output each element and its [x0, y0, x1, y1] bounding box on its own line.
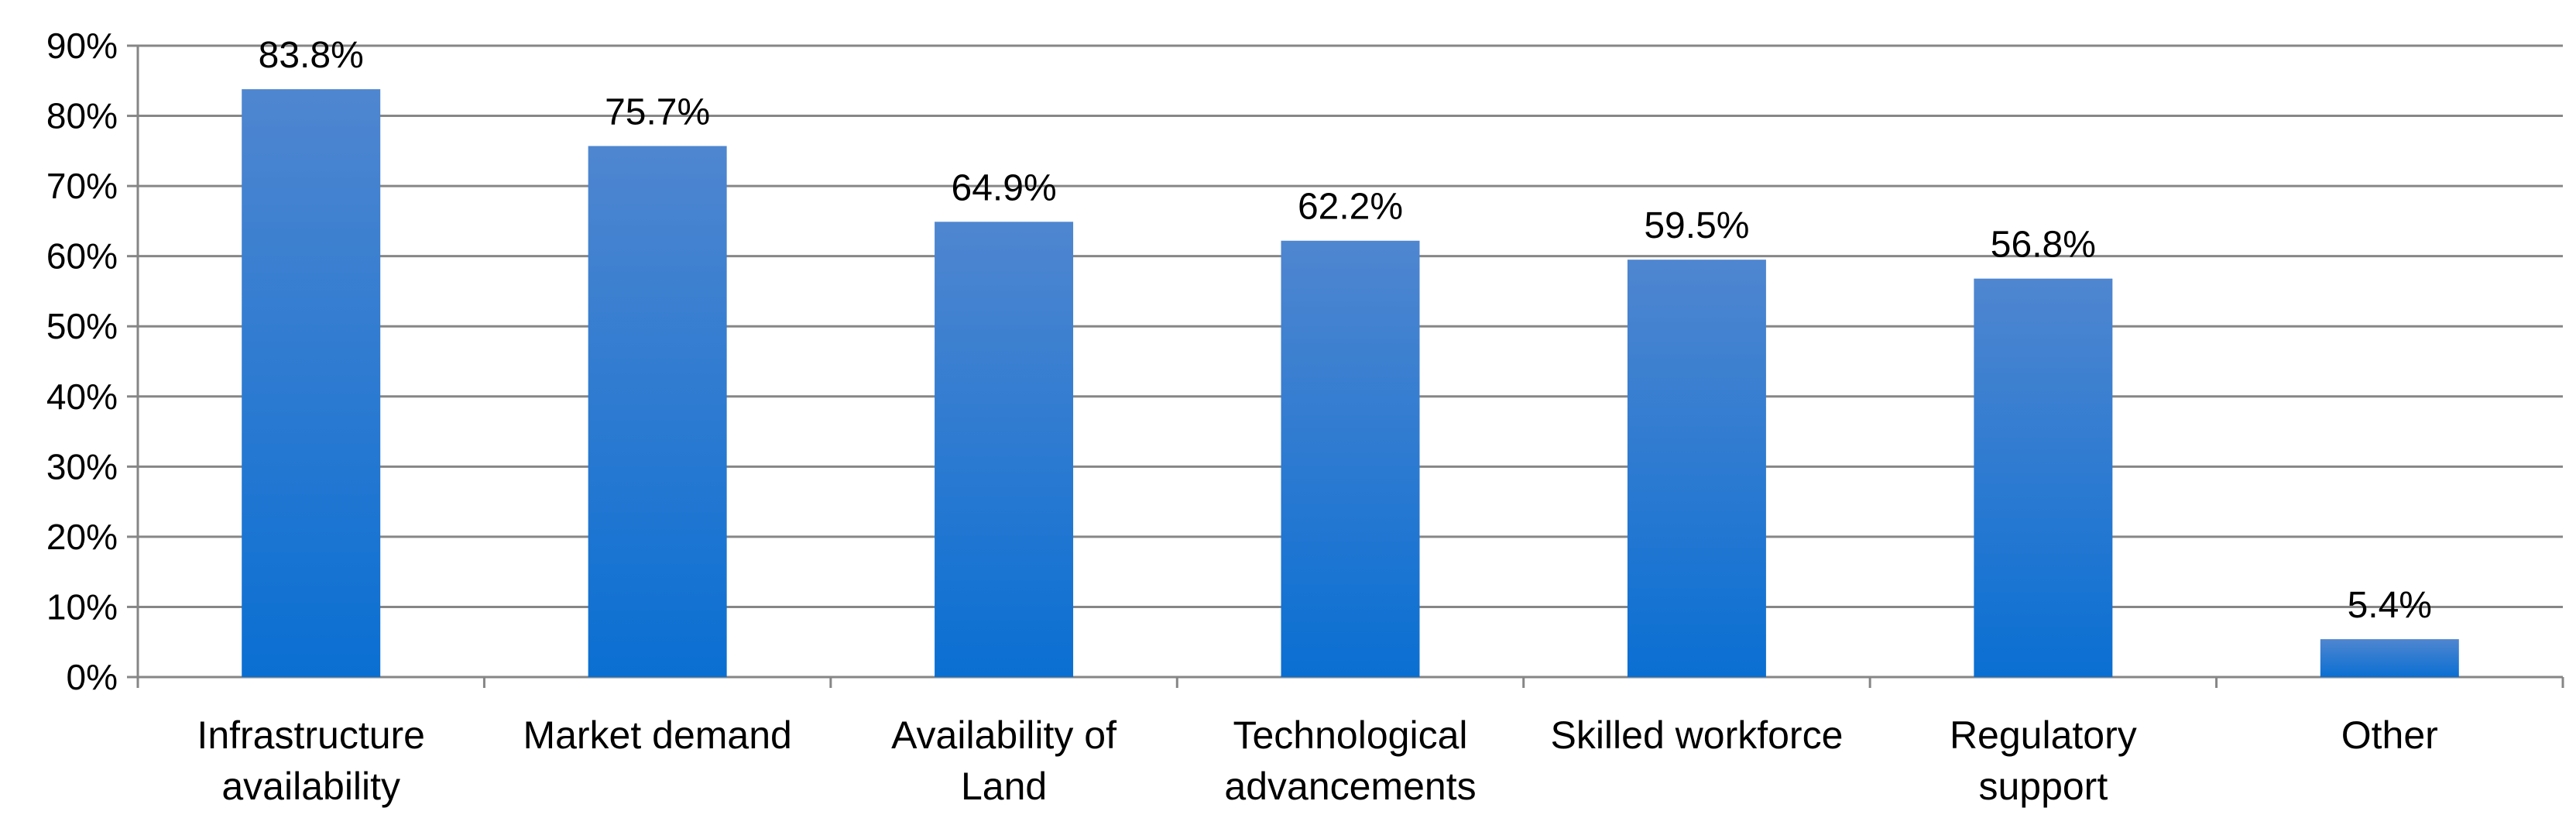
- x-category-label-line: advancements: [1224, 765, 1476, 808]
- bar: [1627, 260, 1766, 677]
- y-tick-label: 90%: [46, 26, 118, 66]
- x-category-label-line: Other: [2341, 713, 2438, 757]
- y-tick-label: 20%: [46, 517, 118, 557]
- x-category-label: Market demand: [523, 713, 791, 757]
- x-category-label-line: Technological: [1233, 713, 1468, 757]
- x-category-label: Availability of Land: [891, 713, 1116, 808]
- bar: [935, 222, 1074, 677]
- y-tick-label: 30%: [46, 446, 118, 486]
- bar: [242, 89, 381, 677]
- y-tick-label: 70%: [46, 166, 118, 206]
- x-category-label-line: Skilled workforce: [1550, 713, 1843, 757]
- data-label: 62.2%: [1298, 187, 1403, 228]
- data-label: 56.8%: [1991, 225, 2096, 266]
- bar: [1281, 240, 1420, 677]
- bar: [588, 146, 727, 677]
- x-category-label-line: Market demand: [523, 713, 791, 757]
- x-category-label-line: availability: [221, 765, 400, 808]
- labels: 0% 10% 20% 30% 40% 50% 60% 70% 80% 90% 83.8% Infras…: [46, 26, 2438, 808]
- x-category-label: Technological advancements: [1224, 713, 1476, 808]
- data-label: 64.9%: [952, 167, 1057, 208]
- x-category-label-line: Land: [961, 765, 1047, 808]
- data-label: 59.5%: [1644, 205, 1749, 246]
- bar: [2320, 639, 2459, 677]
- x-category-label-line: support: [1978, 765, 2108, 808]
- data-label: 5.4%: [2348, 585, 2432, 626]
- x-category-label: Infrastructure availability: [197, 713, 425, 808]
- y-tick-label: 10%: [46, 586, 118, 627]
- x-category-label: Regulatory support: [1950, 713, 2137, 808]
- x-category-label-line: Availability of: [891, 713, 1116, 757]
- y-tick-label: 40%: [46, 376, 118, 417]
- x-category-label: Other: [2341, 713, 2438, 757]
- data-label: 75.7%: [605, 91, 710, 132]
- y-tick-label: 50%: [46, 306, 118, 346]
- x-category-label: Skilled workforce: [1550, 713, 1843, 757]
- data-label: 83.8%: [259, 35, 364, 76]
- bar: [1974, 278, 2113, 678]
- x-category-label-line: Regulatory: [1950, 713, 2137, 757]
- y-tick-label: 80%: [46, 96, 118, 136]
- x-category-label-line: Infrastructure: [197, 713, 425, 757]
- y-tick-label: 0%: [67, 657, 118, 697]
- y-tick-label: 60%: [46, 236, 118, 277]
- bars: [242, 89, 2459, 678]
